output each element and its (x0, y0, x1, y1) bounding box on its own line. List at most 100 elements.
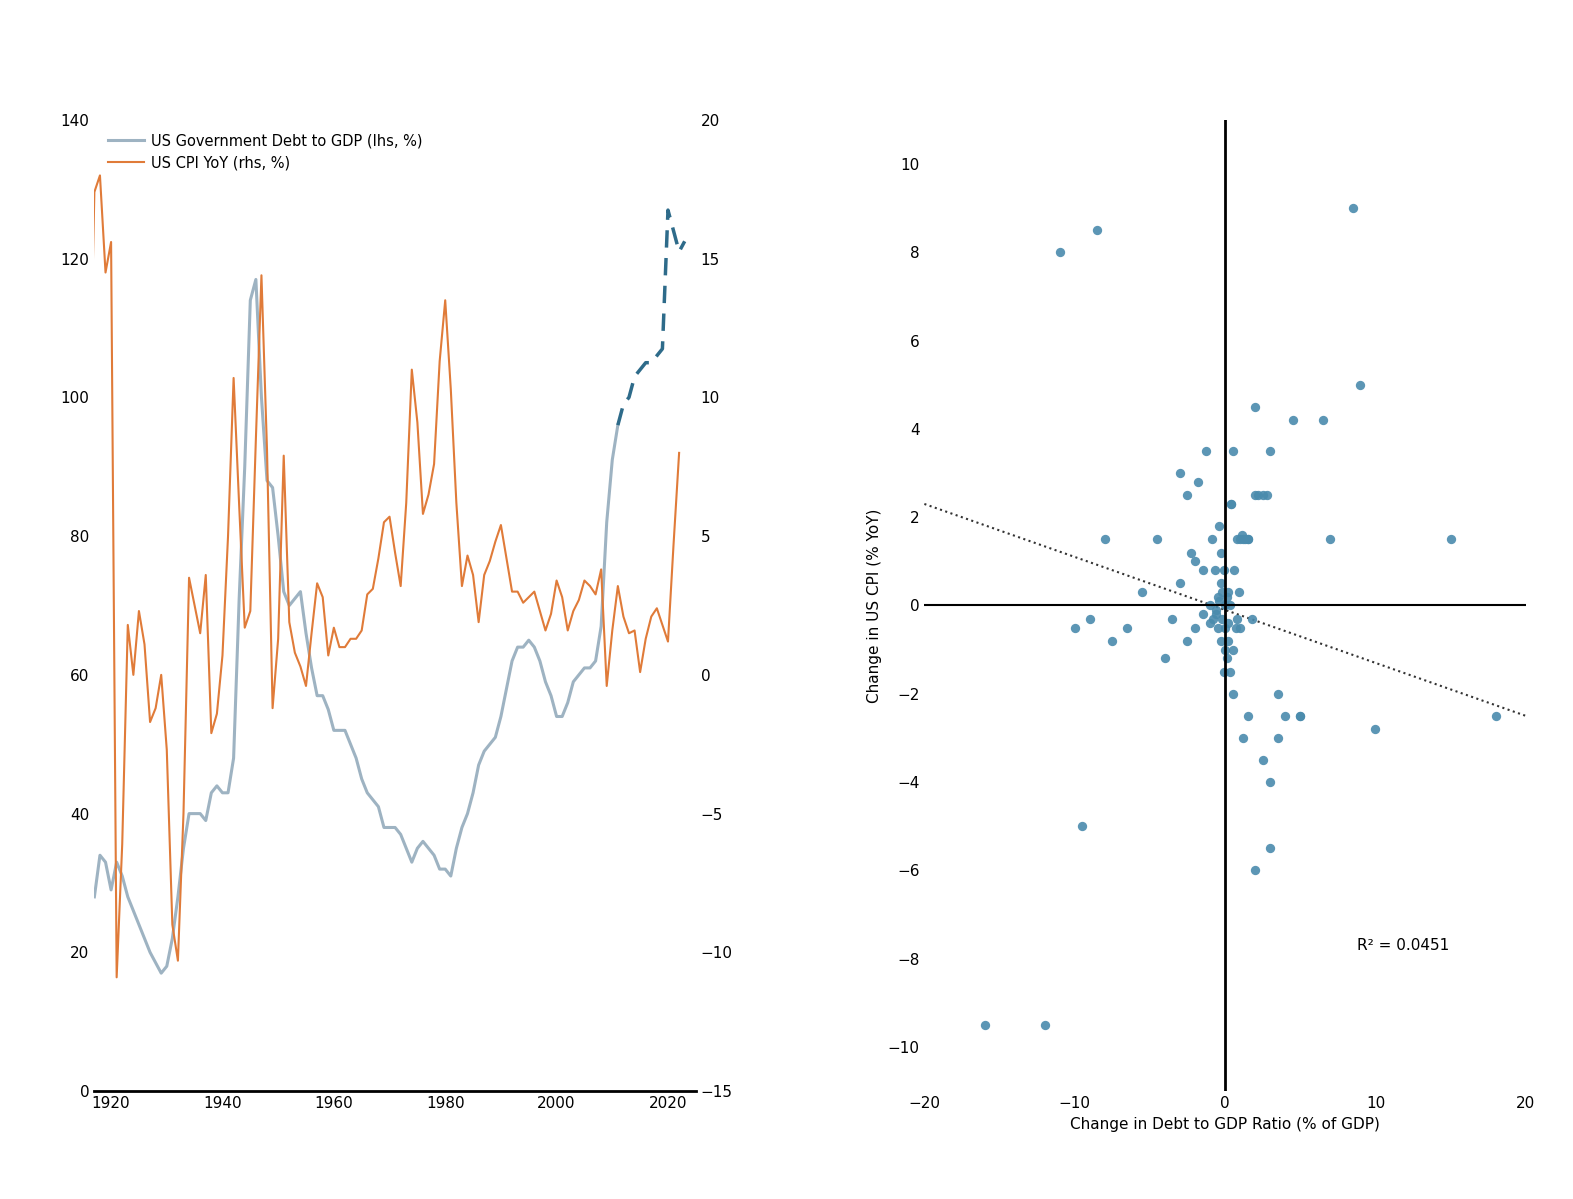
Point (1208, 631, 1233, 650)
Point (1085, 221, 1111, 240)
Point (1202, 561, 1227, 580)
Point (1246, 486, 1271, 505)
Point (1216, 583, 1241, 602)
Point (1362, 719, 1387, 739)
Point (1258, 839, 1284, 858)
Point (1189, 561, 1214, 580)
Point (1235, 706, 1260, 725)
Point (1222, 561, 1247, 580)
Point (1197, 614, 1222, 633)
Point (1232, 530, 1257, 549)
Point (1221, 640, 1246, 659)
Point (1205, 617, 1230, 637)
Point (1218, 662, 1243, 681)
Point (1225, 583, 1251, 602)
Point (1206, 591, 1232, 610)
Point (1243, 397, 1268, 416)
Point (1216, 614, 1241, 633)
Point (1213, 640, 1238, 659)
Legend: US Government Debt to GDP (lhs, %), US CPI YoY (rhs, %): US Government Debt to GDP (lhs, %), US C… (102, 127, 428, 176)
Point (1178, 543, 1203, 562)
Point (1203, 604, 1229, 623)
Point (1208, 543, 1233, 562)
Point (1265, 728, 1290, 747)
Point (1213, 596, 1238, 615)
Point (1438, 530, 1463, 549)
Point (1048, 242, 1073, 261)
Point (1213, 617, 1238, 637)
Point (1288, 706, 1313, 725)
Point (1251, 486, 1276, 505)
Point (1211, 662, 1236, 681)
Point (1229, 525, 1254, 544)
Point (1224, 530, 1249, 549)
Point (1255, 486, 1280, 505)
Point (1183, 617, 1208, 637)
Point (1219, 494, 1244, 513)
Point (1280, 410, 1306, 429)
X-axis label: Change in Debt to GDP Ratio (% of GDP): Change in Debt to GDP Ratio (% of GDP) (1070, 1116, 1380, 1132)
Point (1216, 631, 1241, 650)
Point (1227, 617, 1252, 637)
Text: R² = 0.0451: R² = 0.0451 (1357, 938, 1450, 953)
Point (1243, 486, 1268, 505)
Point (1175, 631, 1200, 650)
Point (1210, 583, 1235, 602)
Point (1273, 706, 1298, 725)
Point (1092, 530, 1117, 549)
Point (1258, 772, 1284, 791)
Point (1340, 199, 1365, 218)
Point (1167, 464, 1192, 483)
Point (1211, 561, 1236, 580)
Point (1197, 596, 1222, 615)
Point (1192, 441, 1218, 460)
Point (1189, 604, 1214, 623)
Point (1183, 552, 1208, 571)
Point (1224, 617, 1249, 637)
Point (1235, 530, 1260, 549)
Point (1235, 530, 1260, 549)
Point (1227, 530, 1252, 549)
Point (1230, 728, 1255, 747)
Point (1251, 751, 1276, 770)
Point (1318, 530, 1343, 549)
Point (1175, 486, 1200, 505)
Point (972, 1016, 997, 1035)
Point (1100, 631, 1125, 650)
Point (1221, 685, 1246, 704)
Point (1210, 609, 1235, 628)
Point (1221, 441, 1246, 460)
Point (1129, 583, 1155, 602)
Point (1032, 1016, 1057, 1035)
Point (1224, 609, 1249, 628)
Point (1258, 441, 1284, 460)
Point (1159, 609, 1184, 628)
Point (1288, 706, 1313, 725)
Point (1214, 649, 1240, 668)
Point (1203, 601, 1229, 620)
Point (1145, 530, 1170, 549)
Point (1070, 817, 1095, 836)
Point (1208, 574, 1233, 594)
Point (1206, 517, 1232, 536)
Point (1199, 530, 1224, 549)
Point (1265, 685, 1290, 704)
Point (1219, 494, 1244, 513)
Point (1310, 410, 1335, 429)
Point (1167, 574, 1192, 594)
Point (1230, 530, 1255, 549)
Point (1348, 375, 1373, 394)
Point (1062, 617, 1087, 637)
Point (1483, 706, 1509, 725)
Point (1218, 596, 1243, 615)
Point (1186, 472, 1211, 492)
Y-axis label: Change in US CPI (% YoY): Change in US CPI (% YoY) (867, 508, 882, 703)
Point (1240, 609, 1265, 628)
Point (1200, 609, 1225, 628)
Point (1214, 588, 1240, 607)
Point (1153, 649, 1178, 668)
Point (1205, 588, 1230, 607)
Point (1115, 617, 1140, 637)
Point (1078, 609, 1103, 628)
Point (1243, 861, 1268, 880)
